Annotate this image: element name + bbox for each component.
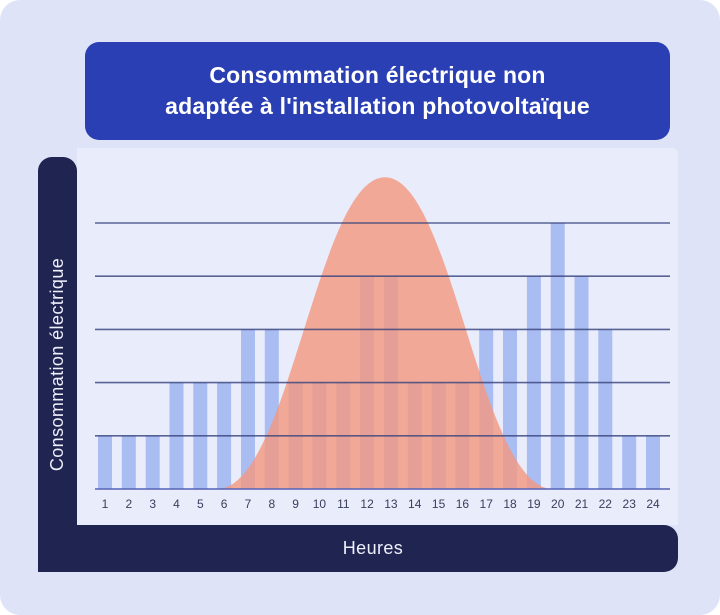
bar-hour-1: [98, 435, 112, 489]
x-tick-label-23: 23: [623, 497, 637, 511]
y-axis-label: Consommation électrique: [47, 257, 67, 472]
bar-hour-24: [646, 435, 660, 489]
x-tick-label-17: 17: [480, 497, 494, 511]
x-tick-label-9: 9: [292, 497, 299, 511]
x-tick-label-8: 8: [268, 497, 275, 511]
bar-hour-23: [622, 435, 637, 489]
x-tick-label-16: 16: [456, 497, 470, 511]
bar-hour-3: [145, 435, 160, 489]
x-tick-label-4: 4: [173, 497, 180, 511]
x-axis-bar: Heures: [38, 525, 678, 572]
x-tick-label-22: 22: [599, 497, 613, 511]
x-tick-label-12: 12: [360, 497, 374, 511]
x-tick-label-18: 18: [503, 497, 517, 511]
x-tick-label-10: 10: [313, 497, 327, 511]
x-tick-label-7: 7: [245, 497, 252, 511]
x-tick-label-6: 6: [221, 497, 228, 511]
bar-hour-7: [241, 329, 255, 489]
x-tick-label-3: 3: [149, 497, 156, 511]
x-tick-label-11: 11: [337, 497, 350, 511]
x-tick-label-20: 20: [551, 497, 565, 511]
x-tick-label-21: 21: [575, 497, 589, 511]
y-axis-bar: Consommation électrique: [38, 157, 77, 572]
x-tick-label-1: 1: [102, 497, 109, 511]
solar-production-curve: [217, 177, 553, 490]
title-line-2: adaptée à l'installation photovoltaïque: [165, 93, 590, 119]
title-banner: Consommation électrique non adaptée à l'…: [85, 42, 670, 140]
x-tick-label-14: 14: [408, 497, 422, 511]
x-tick-label-5: 5: [197, 497, 204, 511]
x-tick-label-24: 24: [646, 497, 660, 511]
title-line-1: Consommation électrique non: [209, 62, 546, 88]
bar-hour-20: [550, 223, 565, 489]
x-tick-label-13: 13: [384, 497, 398, 511]
x-tick-label-15: 15: [432, 497, 446, 511]
x-axis-label: Heures: [342, 538, 404, 558]
x-tick-label-19: 19: [527, 497, 541, 511]
bar-hour-22: [598, 329, 613, 489]
x-tick-label-2: 2: [125, 497, 132, 511]
bar-hour-2: [121, 435, 136, 489]
